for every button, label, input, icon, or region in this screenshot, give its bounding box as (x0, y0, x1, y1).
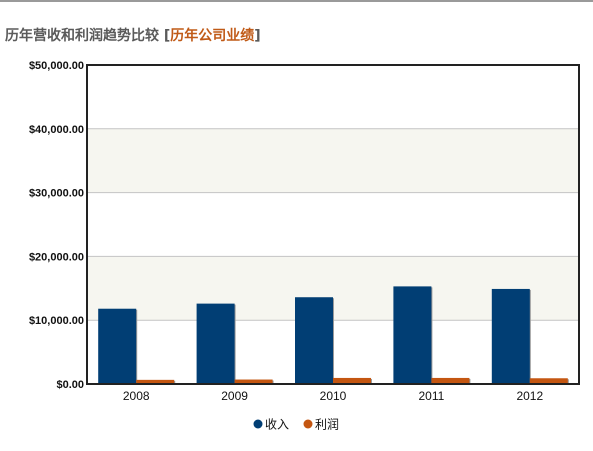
profit-bar (333, 377, 371, 384)
section-title: 历年营收和利润趋势比较 (5, 28, 159, 44)
y-tick-label: $50,000.00 (29, 60, 84, 72)
revenue-bar (196, 303, 235, 384)
profit-bar (431, 377, 470, 384)
y-tick-label: $10,000.00 (29, 315, 84, 327)
top-border (0, 0, 593, 2)
x-tick-label: 2012 (516, 389, 543, 403)
plot-band (87, 65, 579, 129)
legend: 收入 利润 (253, 418, 339, 432)
x-axis-ticks: 2008 2009 2010 2011 2012 (123, 389, 544, 403)
company-performance-link[interactable]: 历年公司业绩 (170, 28, 255, 44)
plot-frame (86, 64, 580, 385)
revenue-bar (491, 288, 530, 384)
revenue-bar (98, 308, 137, 384)
section-header: 历年营收和利润趋势比较 [历年公司业绩] (5, 27, 261, 45)
plot-band (87, 128, 579, 193)
profit-bar (136, 379, 175, 384)
legend-marker (253, 419, 263, 429)
x-tick-label: 2011 (418, 389, 444, 403)
profit-bar (529, 378, 568, 384)
y-tick-label: $40,000.00 (29, 124, 84, 136)
x-tick-label: 2009 (221, 389, 248, 403)
legend-marker (303, 419, 313, 429)
x-tick-label: 2008 (123, 389, 150, 403)
bracket-open: [ (163, 28, 171, 44)
x-tick-label: 2010 (320, 389, 347, 403)
legend-label: 利润 (315, 418, 339, 432)
y-tick-label: $20,000.00 (29, 251, 84, 263)
revenue-bar (295, 297, 333, 384)
y-tick-label: $0.00 (56, 379, 84, 391)
y-axis-ticks: $0.00 $10,000.00 $20,000.00 $30,000.00 $40,0… (29, 60, 84, 391)
revenue-bar (393, 286, 432, 384)
y-tick-label: $30,000.00 (29, 188, 84, 200)
bars (98, 286, 569, 384)
plot-band (87, 192, 579, 257)
profit-bar (234, 379, 273, 384)
bracket-close: ] (254, 28, 261, 44)
legend-label: 收入 (265, 418, 289, 432)
